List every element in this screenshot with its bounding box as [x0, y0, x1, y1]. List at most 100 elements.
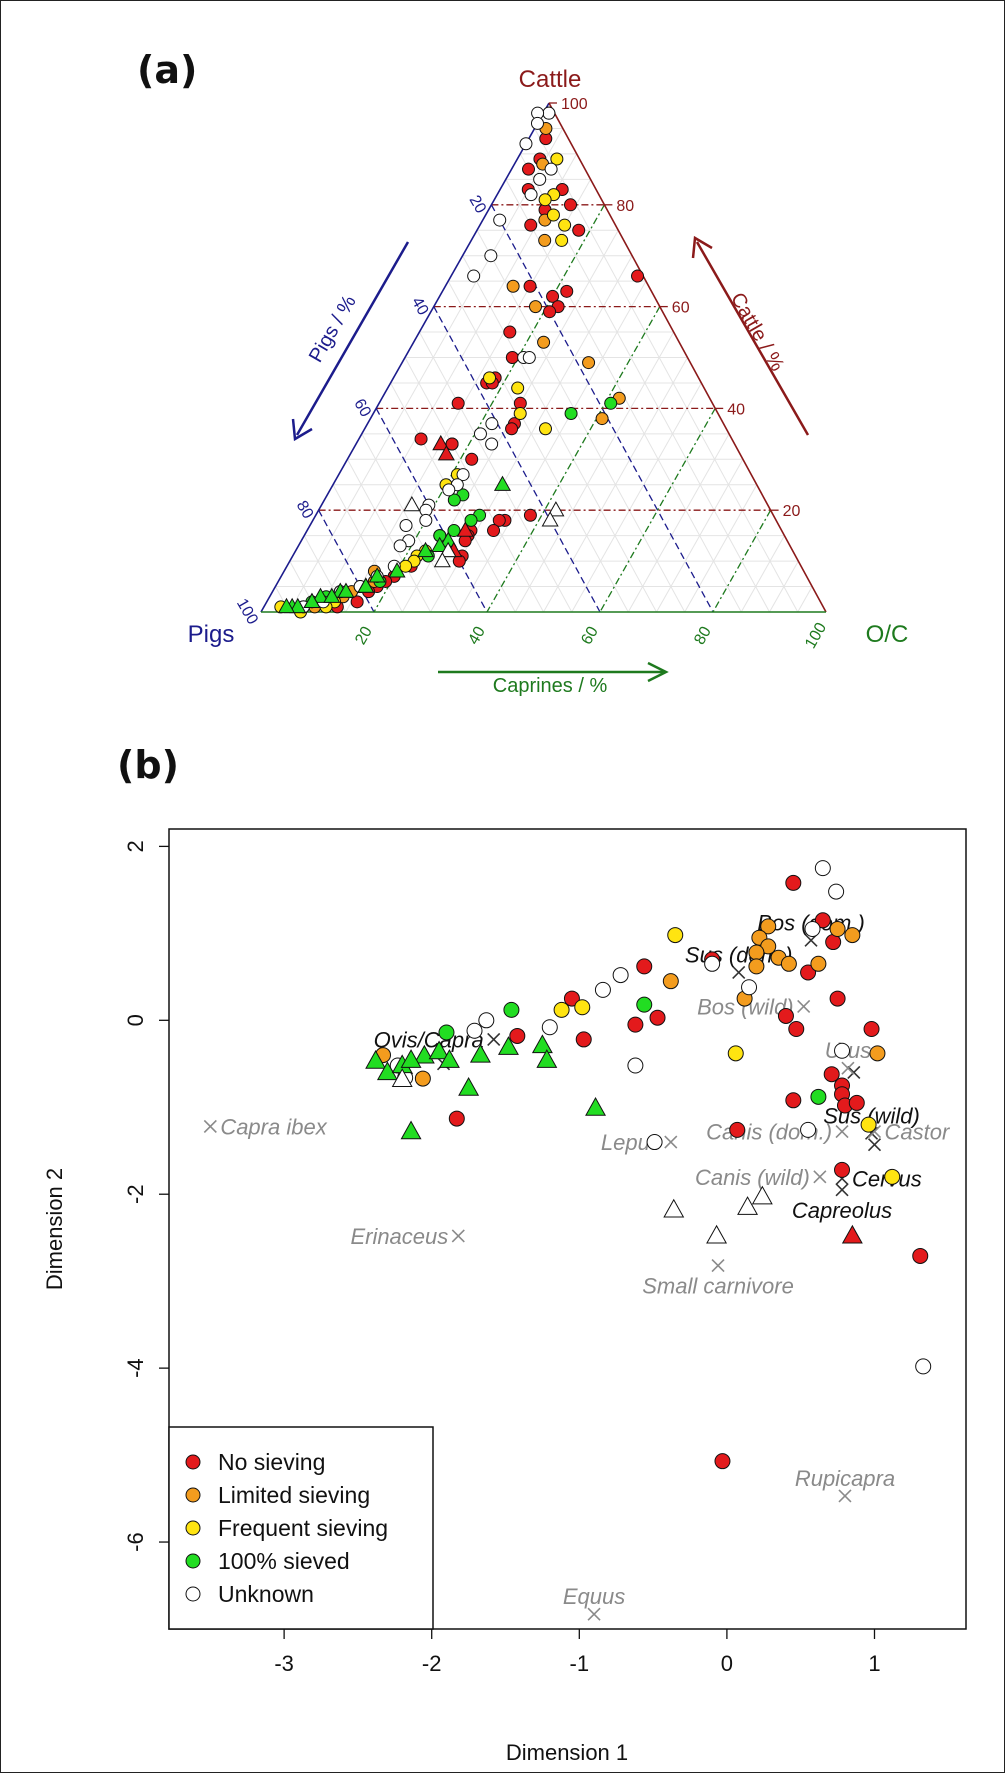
scatter-point-no-sieving — [788, 1021, 805, 1037]
scatter-point-unknown — [612, 967, 629, 984]
caprines-tick-label: 20 — [352, 624, 376, 648]
ternary-point-no-sieving — [414, 432, 428, 446]
scatter-point-no-sieving — [649, 1009, 666, 1026]
ternary-point-no-sieving-tri — [456, 521, 474, 537]
grid-line — [543, 357, 688, 613]
scatter-point-limited-sieving — [844, 927, 861, 944]
grid-line — [345, 179, 591, 613]
taxon-marker — [711, 1258, 725, 1273]
taxon-marker — [867, 1125, 882, 1139]
ternary-point-unknown — [542, 106, 556, 120]
ternary-point-frequent-sieving — [483, 371, 497, 385]
ternary-point-unknown-tri — [433, 551, 451, 568]
ternary-point-unknown-tri — [439, 541, 457, 558]
scatter-point-no-sieving — [509, 1027, 526, 1044]
scatter-point-limited-sieving — [780, 955, 797, 972]
x-tick-label: 1 — [868, 1651, 880, 1676]
scatter-point-frequent-sieving — [884, 1168, 901, 1185]
ternary-point-unknown — [493, 213, 507, 227]
taxon-marker — [203, 1119, 217, 1133]
ternary-point-limited-sieving — [506, 279, 520, 293]
ternary-point-unknown — [533, 172, 547, 186]
cattle-tick-label: 100 — [561, 96, 588, 113]
ternary-point-unknown-tri — [547, 501, 565, 517]
grid-line — [476, 230, 686, 613]
ternary-point-sieved-100 — [604, 396, 618, 410]
legend-label: Frequent sieving — [218, 1515, 388, 1541]
scatter-point-unknown — [828, 883, 845, 900]
ternary-point-sieved-100 — [303, 592, 321, 608]
taxon-label: Capra ibex — [220, 1114, 327, 1139]
ternary-point-unknown-tri — [403, 495, 421, 512]
scatter-point-limited-sieving — [760, 918, 777, 935]
scatter-point-no-sieving — [575, 1031, 592, 1048]
scatter-point-no-sieving — [627, 1016, 644, 1033]
cattle-arrow — [695, 241, 810, 436]
oc-vertex-label: O/C — [866, 621, 909, 648]
ternary-point-unknown — [522, 351, 536, 364]
taxon-label: Capreolus — [792, 1198, 892, 1223]
ternary-point-unknown — [399, 518, 413, 532]
ternary-point-sieved-100-tri — [311, 587, 330, 603]
grid-line — [288, 128, 564, 613]
grid-line — [627, 433, 730, 613]
ternary-point-unknown — [524, 188, 538, 202]
scatter-point-sieved-100-tri — [497, 1036, 519, 1055]
caprines-tick-label: 80 — [691, 624, 715, 648]
caprines-arrow-head — [647, 661, 669, 683]
ternary-point-sieved-100-tri — [416, 541, 435, 558]
scatter-point-unknown — [478, 1012, 495, 1029]
pigs-tick-label: 60 — [350, 396, 374, 420]
scatter-point-no-sieving — [912, 1247, 929, 1264]
ternary-point-no-sieving — [465, 452, 479, 466]
scatter-point-sieved-100-tri — [458, 1076, 480, 1096]
scatter-point-unknown — [594, 981, 611, 998]
x-axis-label: Dimension 1 — [506, 1740, 628, 1765]
scatter-point-sieved-100-tri — [365, 1050, 387, 1069]
taxon-marker — [841, 1061, 855, 1075]
scatter-point-no-sieving — [785, 1092, 802, 1109]
ternary-point-unknown — [485, 437, 499, 451]
legend-marker — [185, 1454, 201, 1470]
scatter-point-no-sieving — [829, 990, 846, 1007]
ternary-point-unknown — [456, 468, 470, 482]
taxon-marker — [867, 1138, 882, 1152]
ternary-point-unknown — [519, 137, 533, 151]
ternary-point-limited-sieving — [582, 356, 596, 370]
ternary-point-unknown — [473, 427, 487, 441]
ternary-point-limited-sieving — [538, 233, 552, 247]
taxon-marker — [664, 1135, 678, 1149]
ternary-point-no-sieving — [505, 422, 519, 436]
scatter-point-no-sieving — [563, 990, 580, 1007]
ternary-point-frequent-sieving — [555, 233, 569, 247]
caprines-guide-line — [486, 306, 661, 613]
grid-line — [534, 128, 799, 613]
scatter-point-sieved-100-tri — [376, 1061, 398, 1081]
scatter-point-limited-sieving — [662, 973, 679, 990]
ternary-point-unknown — [419, 513, 433, 527]
scatter-point-unknown — [704, 955, 721, 972]
scatter-point-no-sieving — [834, 1161, 851, 1178]
grid-line — [514, 331, 675, 613]
caprines-tick-label: 60 — [578, 624, 602, 648]
ternary-point-frequent-sieving — [513, 406, 527, 420]
taxon-marker — [451, 1229, 465, 1243]
ternary-point-unknown — [530, 116, 544, 130]
grid-line — [346, 459, 431, 613]
scatter-point-no-sieving — [448, 1110, 465, 1127]
pigs-axis-label: Pigs / % — [305, 292, 361, 367]
scatter-point-no-sieving — [714, 1453, 731, 1470]
taxon-label: Small carnivore — [642, 1274, 794, 1299]
scatter-point-limited-sieving — [414, 1070, 431, 1087]
scatter-point-unknown-tri — [663, 1198, 685, 1218]
pigs-arrow — [295, 241, 410, 436]
scatter-point-no-sieving — [777, 1007, 794, 1024]
scatter-point-frequent-sieving — [574, 999, 591, 1016]
ternary-point-no-sieving — [543, 305, 557, 319]
axis-arrows — [291, 235, 810, 683]
scatter-point-limited-sieving — [810, 955, 827, 972]
taxon-marker — [864, 1126, 879, 1140]
scatter-point-unknown — [915, 1358, 932, 1375]
scatter-point-unknown-tri — [391, 1068, 413, 1088]
pigs-guide-line — [433, 306, 601, 613]
